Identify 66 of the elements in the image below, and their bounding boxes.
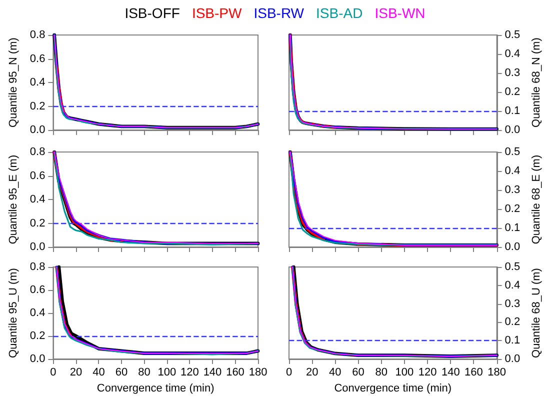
y-tick-label: 0.4 — [30, 307, 46, 319]
y-tick-label: 0.8 — [30, 29, 46, 41]
x-tick-label: 180 — [248, 366, 268, 378]
x-tick-label: 120 — [180, 366, 199, 378]
y-tick-label: 0.2 — [30, 330, 46, 342]
y2-axis-title: Quantile 68_E (m) — [530, 154, 542, 244]
x-tick-label: 180 — [488, 366, 506, 378]
text: ISB-AD — [316, 5, 363, 21]
y2-tick-label: 0.3 — [504, 184, 520, 196]
y-tick-label: 0.6 — [30, 284, 46, 296]
y2-tick-label: 0.0 — [504, 241, 520, 253]
y-tick-label: 0.6 — [30, 170, 46, 182]
y2-tick-label: 0.5 — [504, 146, 520, 158]
y-tick-label: 0.0 — [30, 353, 46, 365]
y2-tick-label: 0.3 — [504, 298, 520, 310]
y2-tick-label: 0.4 — [504, 279, 520, 292]
x-tick-label: 40 — [92, 366, 105, 378]
text: ISB-PW — [192, 5, 242, 21]
y-tick-label: 0.8 — [30, 261, 46, 273]
text: ISB-WN — [374, 5, 426, 21]
y-tick-label: 0.8 — [30, 146, 46, 158]
y2-tick-label: 0.2 — [504, 86, 520, 98]
x-tick-label: 0 — [286, 366, 292, 378]
y2-axis-title: Quantile 68_U (m) — [530, 268, 542, 358]
y2-tick-label: 0.3 — [504, 67, 520, 79]
x-tick-label: 160 — [464, 366, 483, 378]
x-tick-label: 120 — [418, 366, 437, 378]
text: ISB-OFF — [124, 5, 180, 21]
y2-tick-label: 0.5 — [504, 261, 520, 273]
x-tick-label: 100 — [158, 366, 176, 378]
x-axis-title: Convergence time (min) — [334, 382, 452, 394]
y2-tick-label: 0.1 — [504, 105, 520, 117]
y2-tick-label: 0.4 — [504, 165, 520, 177]
y-tick-label: 0.0 — [30, 124, 46, 136]
y2-axis-title: Quantile 68_N (m) — [530, 38, 542, 128]
x-axis-title: Convergence time (min) — [96, 382, 214, 394]
y2-tick-label: 0.2 — [504, 316, 520, 328]
x-tick-label: 80 — [138, 366, 150, 378]
y-tick-label: 0.0 — [30, 241, 46, 253]
y-tick-label: 0.4 — [30, 194, 46, 206]
y2-tick-label: 0.2 — [504, 203, 520, 215]
x-tick-label: 40 — [329, 366, 342, 378]
y2-tick-label: 0.0 — [504, 124, 520, 136]
x-tick-label: 140 — [441, 366, 460, 378]
y-tick-label: 0.6 — [30, 52, 46, 65]
x-tick-label: 0 — [50, 366, 56, 378]
x-tick-label: 20 — [306, 366, 318, 378]
y2-tick-label: 0.4 — [504, 48, 520, 60]
y2-tick-label: 0.1 — [504, 222, 520, 234]
x-tick-label: 20 — [70, 366, 82, 378]
x-tick-label: 100 — [395, 366, 414, 378]
x-tick-label: 60 — [115, 366, 128, 378]
y2-tick-label: 0.0 — [504, 353, 520, 365]
y2-tick-label: 0.1 — [504, 334, 520, 347]
x-tick-label: 140 — [203, 366, 222, 378]
y-axis-title: Quantile 95_N (m) — [8, 38, 20, 128]
x-tick-label: 60 — [352, 366, 364, 378]
x-tick-label: 80 — [375, 366, 388, 378]
y2-tick-label: 0.5 — [504, 29, 520, 41]
x-tick-label: 160 — [226, 366, 244, 378]
y-tick-label: 0.4 — [30, 76, 46, 88]
y-axis-title: Quantile 95_U (m) — [8, 268, 20, 358]
text: ISB-RW — [254, 5, 304, 21]
y-tick-label: 0.2 — [30, 217, 46, 230]
y-tick-label: 0.2 — [30, 100, 46, 112]
y-axis-title: Quantile 95_E (m) — [8, 154, 20, 244]
